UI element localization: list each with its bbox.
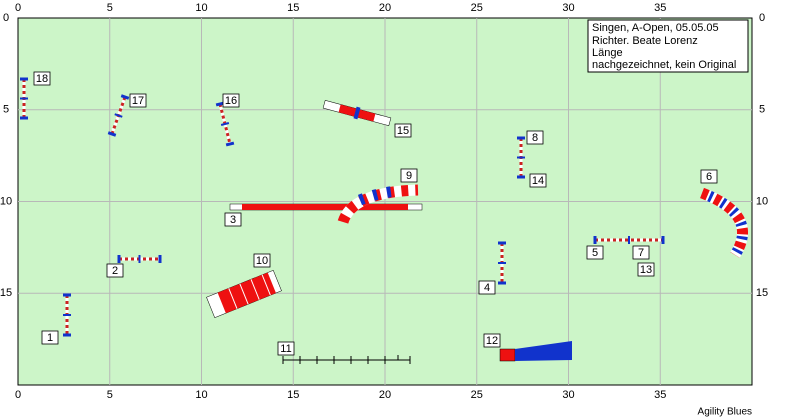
jump [215, 101, 235, 147]
chute [206, 269, 282, 319]
number-box [129, 93, 147, 108]
y-tick-label: 0 [759, 12, 765, 24]
tire [322, 100, 392, 126]
number-box [400, 168, 418, 183]
number-label: 6 [706, 171, 712, 183]
number-box [106, 263, 124, 278]
jump [20, 77, 28, 120]
number-label: 14 [532, 175, 544, 187]
weave-poles [282, 355, 411, 364]
x-tick-label: 5 [107, 2, 113, 14]
number-box [394, 123, 412, 138]
number-box [586, 245, 604, 260]
info-line: Singen, A-Open, 05.05.05 [592, 22, 719, 34]
tunnel [357, 185, 401, 206]
number-label: 1 [47, 332, 53, 344]
number-label: 5 [592, 247, 598, 259]
number-box [700, 169, 718, 184]
number-label: 18 [36, 73, 48, 85]
y-tick-label: 10 [756, 195, 768, 207]
y-tick-label: 15 [0, 287, 12, 299]
x-tick-label: 15 [287, 389, 299, 401]
x-tick-label: 10 [195, 2, 207, 14]
number-box [529, 173, 547, 188]
x-tick-label: 15 [287, 2, 299, 14]
number-box [632, 245, 650, 260]
number-label: 4 [484, 282, 490, 294]
y-tick-label: 10 [0, 195, 12, 207]
jump-wing [225, 141, 235, 147]
number-box [253, 253, 271, 268]
y-tick-label: 5 [3, 104, 9, 116]
jump-wing [107, 131, 117, 137]
number-box [478, 280, 496, 295]
number-box [222, 93, 240, 108]
x-tick-label: 25 [471, 2, 483, 14]
jump [107, 94, 130, 137]
jump-wing [220, 122, 230, 126]
footer: Agility Blues [698, 407, 752, 418]
obstacles [20, 77, 748, 364]
x-tick-label: 30 [562, 2, 574, 14]
number-box [33, 71, 51, 86]
number-label: 13 [640, 264, 652, 276]
x-tick-label: 25 [471, 389, 483, 401]
x-tick-label: 35 [654, 389, 666, 401]
chute-cloth [515, 341, 572, 361]
number-box [224, 212, 242, 227]
grid [18, 18, 752, 385]
y-tick-label: 0 [3, 12, 9, 24]
x-tick-label: 10 [195, 389, 207, 401]
number-label: 16 [225, 95, 237, 107]
jump-wing [120, 94, 130, 100]
info-line: Richter. Beate Lorenz [592, 35, 698, 47]
number-label: 10 [256, 255, 268, 267]
x-tick-label: 0 [15, 389, 21, 401]
jump [498, 241, 506, 285]
info-line: Länge [592, 47, 623, 59]
number-box [637, 262, 655, 277]
number-label: 15 [397, 125, 409, 137]
number-box [526, 130, 544, 145]
jump [593, 236, 665, 244]
jump [63, 293, 71, 337]
number-label: 11 [280, 343, 291, 355]
jump [517, 136, 525, 179]
number-label: 17 [132, 95, 144, 107]
number-box [483, 333, 501, 348]
number-label: 9 [406, 170, 412, 182]
number-label: 12 [486, 335, 498, 347]
x-tick-label: 35 [654, 2, 666, 14]
tunnel [337, 184, 419, 225]
jump-wing [215, 101, 225, 107]
tunnel [699, 187, 748, 258]
number-label: 3 [230, 214, 236, 226]
number-box [277, 341, 295, 356]
x-tick-label: 20 [379, 389, 391, 401]
info-line: nachgezeichnet, kein Original [592, 59, 736, 71]
jump [117, 255, 162, 263]
x-tick-label: 5 [107, 389, 113, 401]
x-tick-label: 0 [15, 2, 21, 14]
number-label: 7 [638, 247, 644, 259]
jump-wing [114, 113, 123, 118]
dogwalk-contact [242, 204, 408, 210]
x-tick-label: 30 [562, 389, 574, 401]
number-label: 2 [112, 265, 118, 277]
chute-entry [499, 348, 516, 362]
info-box [587, 19, 749, 73]
number-label: 8 [532, 132, 538, 144]
y-tick-label: 15 [756, 287, 768, 299]
y-tick-label: 5 [759, 104, 765, 116]
number-box [41, 330, 59, 345]
x-tick-label: 20 [379, 2, 391, 14]
